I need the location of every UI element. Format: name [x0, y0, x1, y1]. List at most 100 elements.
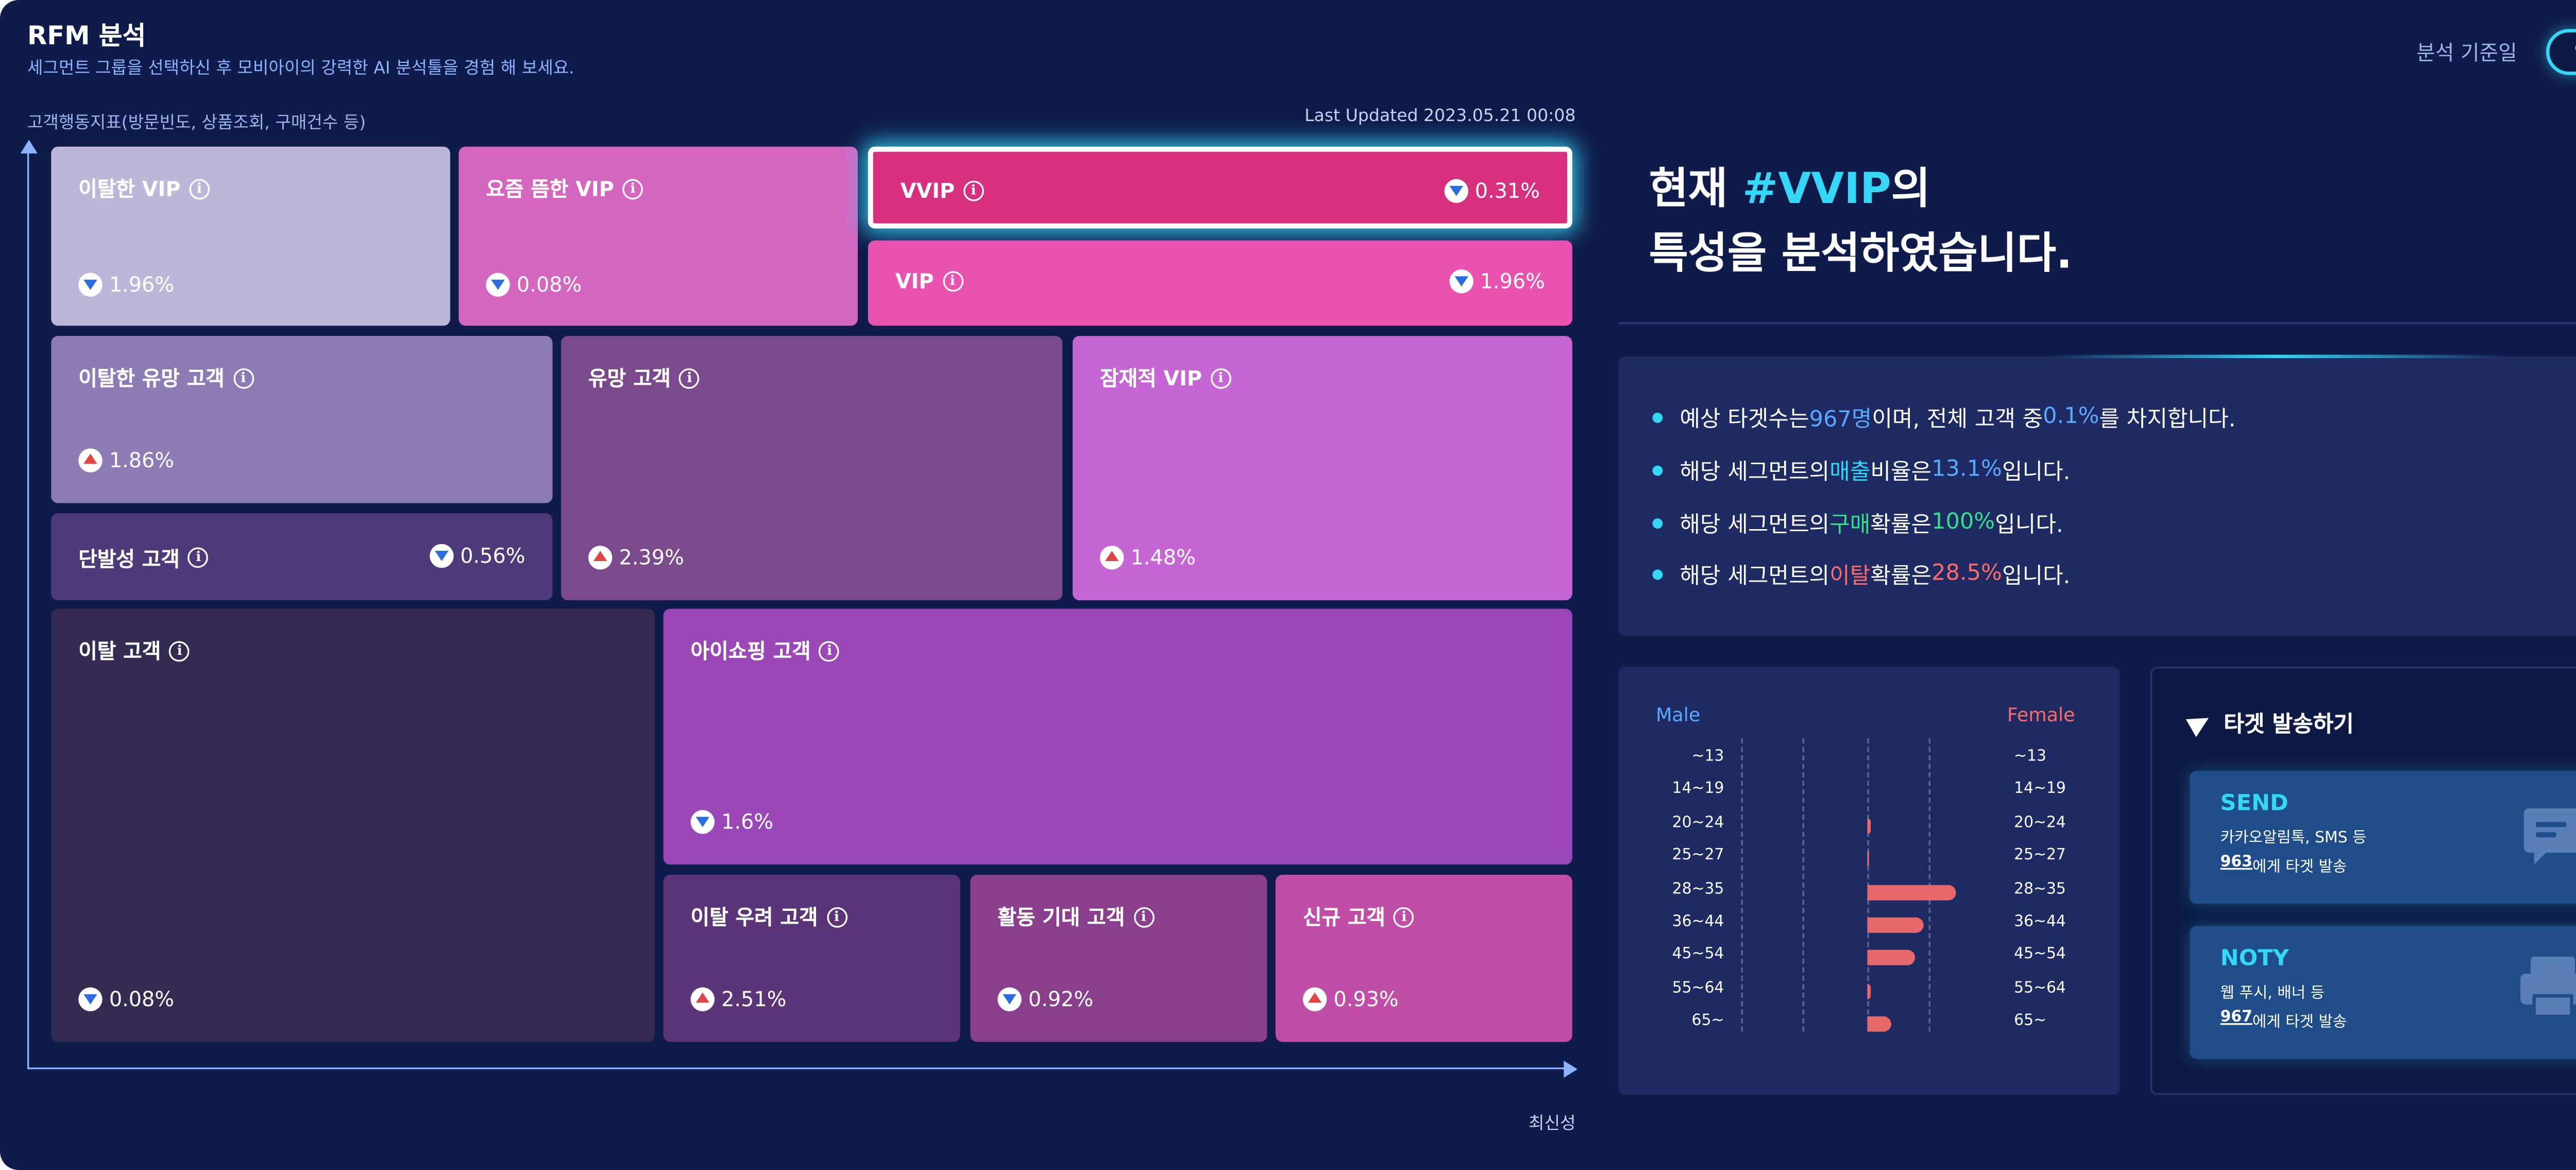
female-bar: [1867, 884, 1957, 900]
chat-icon: [2523, 808, 2576, 865]
noty-card[interactable]: NOTY 웹 푸시, 배너 등 967 에게 타겟 발송: [2190, 926, 2576, 1059]
info-icon[interactable]: i: [826, 906, 847, 927]
noty-card-count[interactable]: 967 에게 타겟 발송: [2221, 1010, 2347, 1032]
last-updated: Last Updated 2023.05.21 00:08: [1304, 107, 1576, 126]
printer-icon: [2520, 956, 2576, 1022]
info-icon[interactable]: i: [819, 640, 840, 661]
segment-value-text: 0.08%: [516, 273, 582, 297]
send-card-count[interactable]: 963 에게 타겟 발송: [2221, 854, 2347, 876]
segment-7[interactable]: 잠재적 VIP i 1.48%: [1072, 336, 1572, 601]
segment-value-text: 0.31%: [1475, 179, 1540, 203]
segment-value-text: 2.51%: [721, 987, 787, 1011]
stat-text: 를 차지합니다.: [2099, 408, 2236, 433]
segment-6[interactable]: 유망 고객 i 2.39%: [561, 336, 1063, 601]
segment-8[interactable]: 단발성 고객 i 0.56%: [51, 513, 553, 601]
stat-text: 확률은: [1870, 513, 1932, 539]
segment-value-text: 0.08%: [109, 987, 175, 1011]
segment-name-text: 유망 고객: [588, 366, 671, 391]
segment-10[interactable]: 아이쇼핑 고객 i 1.6%: [663, 608, 1572, 865]
send-card-desc: 카카오알림톡, SMS 등: [2220, 830, 2367, 848]
segment-11[interactable]: 이탈 우려 고객 i 2.51%: [663, 875, 960, 1042]
gridline: [1741, 738, 1743, 1032]
send-count[interactable]: 963: [2220, 854, 2252, 872]
noty-count[interactable]: 967: [2220, 1009, 2252, 1027]
segment-1[interactable]: 이탈한 VIP i 1.96%: [51, 146, 450, 326]
segment-5[interactable]: 이탈한 유망 고객 i 1.86%: [51, 336, 553, 503]
segment-value: 0.56%: [429, 543, 526, 567]
segment-name: 유망 고객 i: [588, 363, 700, 392]
analysis-headline: 현재 #VVIP의 특성을 분석하였습니다.: [1649, 157, 2073, 287]
info-icon[interactable]: i: [189, 178, 210, 199]
trend-up-icon: [1302, 987, 1327, 1011]
y-axis-arrow: [20, 140, 38, 154]
headline-prefix: 현재: [1649, 163, 1742, 213]
gridline: [1802, 738, 1804, 1032]
segment-value-text: 0.56%: [460, 543, 526, 567]
info-icon[interactable]: i: [1133, 906, 1154, 927]
page-title: RFM 분석: [27, 20, 146, 52]
gender-age-chart: Male Female ~13 ~13 14~19 14~19 20~24 20~24 25…: [1618, 667, 2120, 1095]
chat-icon-line: [2535, 832, 2556, 838]
target-title-text: 타겟 발송하기: [2224, 713, 2354, 739]
info-icon[interactable]: i: [233, 367, 254, 388]
segment-name: 이탈한 유망 고객 i: [78, 363, 254, 392]
female-bar: [1867, 984, 1871, 999]
segment-value: 2.51%: [690, 987, 787, 1011]
female-bar: [1867, 851, 1869, 867]
stat-highlight: 100%: [1931, 510, 1995, 536]
segment-name-text: 신규 고객: [1302, 905, 1385, 929]
trend-up-icon: [588, 546, 613, 570]
info-icon[interactable]: i: [1394, 906, 1415, 927]
period-button[interactable]: 90일: [2546, 29, 2576, 75]
stat-highlight: 이탈: [1829, 564, 1871, 590]
y-axis-label: 고객행동지표(방문빈도, 상품조회, 구매건수 등): [27, 114, 366, 133]
segment-13[interactable]: 신규 고객 i 0.93%: [1275, 875, 1572, 1042]
trend-down-icon: [78, 987, 103, 1011]
segment-name-text: 이탈 우려 고객: [690, 905, 818, 929]
info-icon[interactable]: i: [622, 178, 643, 199]
age-label-right: 55~64: [2014, 980, 2066, 997]
trend-down-icon: [429, 543, 454, 567]
bullet-dot: [1652, 568, 1663, 579]
info-icon[interactable]: i: [942, 271, 963, 292]
segment-name: 아이쇼핑 고객 i: [691, 636, 840, 665]
stat-revenue-ratio: 해당 세그먼트의 매출 비율은 13.1% 입니다.: [1652, 453, 2070, 486]
segment-2[interactable]: 요즘 뜸한 VIP i 0.08%: [459, 146, 858, 326]
send-card[interactable]: SEND 카카오알림톡, SMS 등 963 에게 타겟 발송: [2190, 771, 2576, 904]
info-icon[interactable]: i: [169, 640, 190, 661]
segment-name: 요즘 뜸한 VIP i: [486, 174, 643, 203]
stat-text: 이며, 전체 고객 중: [1872, 408, 2043, 433]
segment-name-text: 이탈한 유망 고객: [78, 366, 225, 391]
info-icon[interactable]: i: [679, 367, 700, 388]
target-send-panel: 타겟 발송하기 SEND 카카오알림톡, SMS 등 963 에게 타겟 발송 …: [2150, 667, 2576, 1095]
x-axis-arrow: [1564, 1060, 1578, 1078]
segment-name-text: VVIP: [900, 179, 955, 203]
segment-4[interactable]: VIP i 1.96%: [868, 240, 1572, 326]
trend-down-icon: [1449, 269, 1473, 294]
segment-value: 0.08%: [486, 273, 582, 297]
segment-name-text: 아이쇼핑 고객: [690, 639, 811, 664]
info-icon[interactable]: i: [188, 547, 209, 568]
male-label: Male: [1656, 704, 1701, 727]
stat-text: 해당 세그먼트의: [1680, 564, 1830, 590]
info-icon[interactable]: i: [1210, 367, 1231, 388]
info-icon[interactable]: i: [963, 180, 984, 201]
age-label-left: 25~27: [1672, 847, 1724, 865]
trend-down-icon: [1444, 179, 1468, 203]
period-label: 분석 기준일: [2416, 41, 2517, 65]
stat-text: 비율은: [1870, 460, 1932, 486]
segment-value: 1.96%: [1449, 269, 1545, 294]
noty-card-desc: 웹 푸시, 배너 등: [2220, 986, 2325, 1003]
segment-12[interactable]: 활동 기대 고객 i 0.92%: [970, 875, 1267, 1042]
segment-name: 이탈한 VIP i: [78, 174, 210, 203]
age-label-left: 65~: [1691, 1013, 1724, 1030]
age-label-left: 20~24: [1672, 815, 1724, 832]
segment-3[interactable]: VVIP i 0.31%: [868, 146, 1572, 229]
stat-target-count: 예상 타겟수는 967명 이며, 전체 고객 중 0.1% 를 차지합니다.: [1652, 401, 2235, 433]
segment-9[interactable]: 이탈 고객 i 0.08%: [51, 608, 655, 1042]
segment-name-text: 잠재적 VIP: [1099, 366, 1202, 391]
printer-icon-paper: [2532, 994, 2573, 1019]
chat-icon-line: [2535, 822, 2567, 827]
headline-line2: 특성을 분석하였습니다.: [1649, 228, 2073, 278]
